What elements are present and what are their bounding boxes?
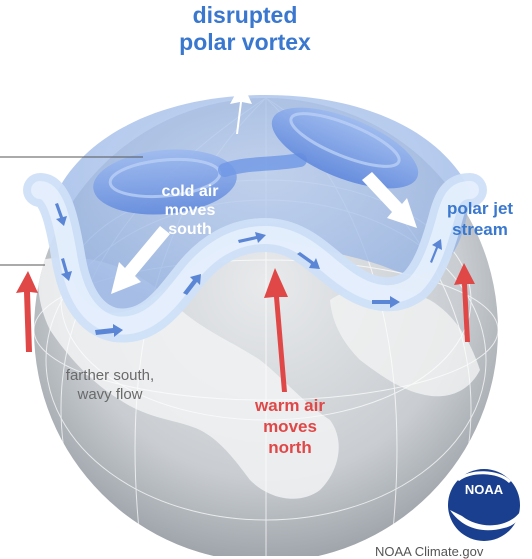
cold-air-label-line-1: cold air [161,183,219,200]
cold-air-label: cold air moves south [120,182,260,239]
jet-arrow-6 [297,252,320,269]
farther-south-label-line-1: farther south, [65,367,155,384]
title-line-1: disrupted [192,2,298,28]
cold-arrow-right [362,172,417,228]
jet-stream-label-line-1: polar jet [446,199,514,218]
noaa-logo: NOAA [448,469,520,541]
jet-stream-label: polar jet stream [430,198,530,240]
farther-south-label-line-2: wavy flow [77,386,143,403]
jet-arrow-1 [55,203,67,226]
diagram-title: disrupted polar vortex [120,2,370,56]
warm-arrow-left [16,271,38,352]
cold-arrow-up [230,82,252,134]
jet-arrow-2 [61,258,72,281]
warm-air-label-line-3: north [268,438,312,457]
warm-air-label-line-1: warm air [255,396,325,415]
jet-arrow-3 [95,324,123,337]
jet-arrow-7 [372,296,400,308]
warm-arrow-right [454,263,475,342]
noaa-logo-text: NOAA [465,482,504,497]
jet-arrow-5 [238,232,266,243]
warm-arrow-center [264,268,288,392]
jet-arrow-8 [430,239,442,263]
cold-arrow-left [111,226,170,294]
cold-air-arrows [111,82,417,294]
cold-air-label-line-3: south [168,221,212,238]
farther-south-label: farther south, wavy flow [45,366,175,404]
jet-stream-arrows [55,203,442,337]
europe-landmass [330,286,480,397]
title-line-2: polar vortex [179,29,311,55]
warm-air-label-line-2: moves [263,417,317,436]
jet-arrow-4 [183,274,201,295]
disrupted-vortex [93,107,419,215]
warm-air-label: warm air moves north [225,395,355,458]
cold-air-label-line-2: moves [164,202,216,219]
warm-air-arrows [16,263,475,392]
jet-stream-label-line-2: stream [452,220,508,239]
credit-text: NOAA Climate.gov [375,544,484,559]
